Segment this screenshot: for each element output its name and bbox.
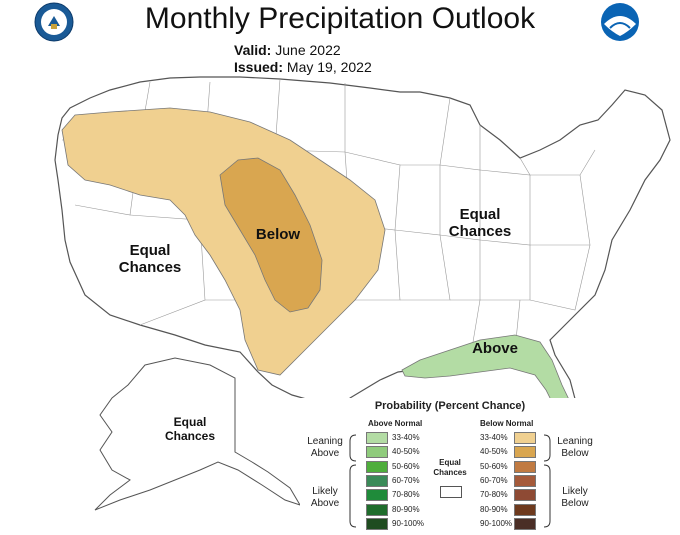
below-swatch <box>514 489 536 502</box>
below-swatch <box>514 432 536 444</box>
below-level-label: 80-90% <box>480 504 508 514</box>
below-swatch <box>514 460 536 473</box>
below-swatch <box>514 446 536 459</box>
page-title: Monthly Precipitation Outlook <box>144 2 536 35</box>
issued-value: May 19, 2022 <box>286 59 372 75</box>
valid-line: Valid: June 2022 <box>234 42 341 58</box>
leaning-above-label: Leaning Above <box>307 436 343 459</box>
above-level-label: 60-70% <box>392 475 420 485</box>
above-level-label: 50-60% <box>392 461 420 471</box>
below-brackets <box>543 434 551 528</box>
below-swatch <box>514 503 536 516</box>
below-level-label: 70-80% <box>480 490 508 500</box>
above-normal-header: Above Normal <box>368 419 423 428</box>
above-swatch <box>366 517 388 530</box>
equal-chances-legend-label: Equal Chances <box>433 458 467 477</box>
above-level-label: 90-100% <box>392 518 425 528</box>
above-level-label: 40-50% <box>392 447 420 457</box>
legend-title: Probability (Percent Chance) <box>374 400 526 412</box>
above-level-label: 80-90% <box>392 504 420 514</box>
above-brackets <box>349 434 357 528</box>
below-swatch <box>514 517 536 530</box>
above-swatch <box>366 489 388 502</box>
below-normal-header: Below Normal <box>480 419 534 428</box>
issued-label: Issued: <box>234 59 284 75</box>
legend: Probability (Percent Chance) Above Norma… <box>300 398 600 533</box>
above-level-label: 70-80% <box>392 490 420 500</box>
valid-value: June 2022 <box>275 42 341 58</box>
issued-line: Issued: May 19, 2022 <box>234 59 372 75</box>
alaska-equal-label: Equal Chances <box>164 415 216 443</box>
above-swatch <box>366 503 388 516</box>
below-level-label: 33-40% <box>480 433 508 442</box>
leaning-below-label: Leaning Below <box>557 436 593 459</box>
above-swatch <box>366 432 388 444</box>
valid-label: Valid: <box>234 42 272 58</box>
below-swatch <box>514 474 536 487</box>
below-40-50-region <box>219 157 323 313</box>
noaa-logo-icon <box>600 2 640 42</box>
below-level-label: 40-50% <box>480 447 508 457</box>
above-level-label: 33-40% <box>392 433 420 442</box>
below-level-label: 90-100% <box>480 518 513 528</box>
above-swatch <box>366 474 388 487</box>
likely-above-label: Likely Above <box>310 486 340 509</box>
above-label: Above <box>472 340 518 357</box>
below-label: Below <box>255 226 301 243</box>
below-level-label: 50-60% <box>480 461 508 471</box>
likely-below-label: Likely Below <box>561 486 589 509</box>
east-equal-label: Equal Chances <box>448 206 512 241</box>
alaska-outline <box>94 357 302 511</box>
commerce-seal-icon <box>34 2 74 42</box>
above-swatch <box>366 446 388 459</box>
equal-chances-swatch <box>440 486 462 498</box>
below-level-label: 60-70% <box>480 475 508 485</box>
west-equal-label: Equal Chances <box>118 242 182 277</box>
above-swatch <box>366 460 388 473</box>
